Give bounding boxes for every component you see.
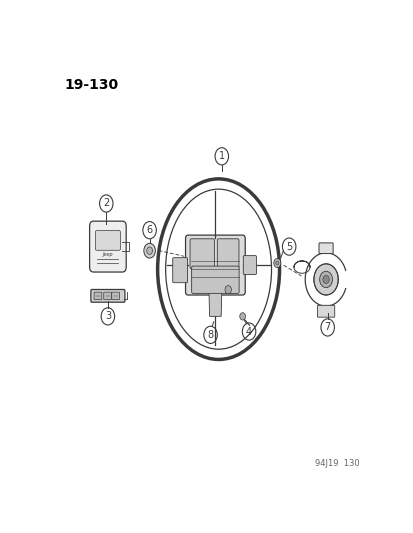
Text: 2: 2 [103,198,109,208]
Polygon shape [209,292,221,317]
Circle shape [273,259,280,268]
Text: 6: 6 [146,225,152,235]
FancyBboxPatch shape [318,243,332,254]
FancyBboxPatch shape [91,289,125,302]
Text: 5: 5 [285,241,292,252]
FancyBboxPatch shape [95,231,120,251]
Text: 94J19  130: 94J19 130 [314,459,359,468]
FancyBboxPatch shape [243,256,256,274]
Circle shape [146,247,152,254]
Circle shape [239,313,245,320]
Text: 3: 3 [104,311,111,321]
FancyBboxPatch shape [112,292,119,300]
Circle shape [143,243,155,258]
Text: 4: 4 [245,327,252,336]
FancyBboxPatch shape [317,305,334,317]
Text: 7: 7 [324,322,330,333]
FancyBboxPatch shape [89,221,126,272]
FancyBboxPatch shape [217,239,238,269]
Circle shape [319,271,332,288]
FancyBboxPatch shape [185,235,244,295]
FancyBboxPatch shape [94,292,102,300]
Circle shape [322,276,328,284]
Circle shape [313,264,337,295]
Text: Jeep: Jeep [102,252,113,257]
Text: 1: 1 [218,151,224,161]
Text: 19-130: 19-130 [64,78,119,92]
Text: 8: 8 [207,330,213,340]
FancyBboxPatch shape [191,266,239,293]
FancyBboxPatch shape [104,292,111,300]
FancyBboxPatch shape [190,239,214,269]
Circle shape [275,261,278,265]
FancyBboxPatch shape [172,257,187,282]
Circle shape [225,286,231,294]
